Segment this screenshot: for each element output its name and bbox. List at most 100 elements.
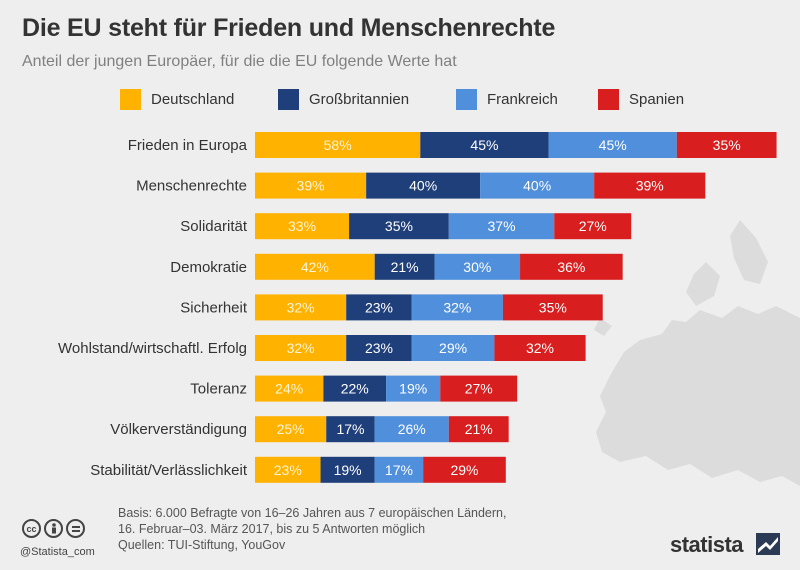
value-label-sicherheit-grossbritannien: 23% [365,299,393,315]
bar-toleranz-spanien [440,375,518,402]
category-label-toleranz: Toleranz [190,381,247,398]
bar-menschenrechte-frankreich [480,172,595,199]
bar-frieden-in-europa-grossbritannien [420,132,549,158]
value-label-frieden-in-europa-deutschland: 58% [324,137,352,153]
cc-icon: cc [22,519,41,538]
value-label-voelkerverstaendigung-spanien: 21% [465,421,493,437]
legend-label-deutschland: Deutschland [151,91,235,108]
bar-solidaritaet-spanien [554,213,632,240]
legend-label-spanien: Spanien [629,91,685,108]
bar-wohlstand-wirtschaftl-erfolg-frankreich [411,335,495,361]
value-label-menschenrechte-frankreich: 40% [523,178,551,194]
bar-demokratie-deutschland [255,253,375,280]
value-label-sicherheit-frankreich: 32% [443,299,471,315]
statista-logo-mark [756,533,780,555]
bar-demokratie-spanien [520,253,623,280]
category-label-sicherheit: Sicherheit [180,299,248,316]
bar-menschenrechte-spanien [594,172,706,199]
value-label-toleranz-frankreich: 19% [399,381,427,397]
bar-sicherheit-spanien [502,294,603,321]
bar-frieden-in-europa-frankreich [548,132,677,158]
bar-voelkerverstaendigung-spanien [448,416,509,443]
value-label-frieden-in-europa-frankreich: 45% [599,137,627,153]
bar-stabilitaet-verlaesslichkeit-deutschland [255,456,321,483]
value-label-toleranz-deutschland: 24% [275,381,303,397]
value-label-stabilitaet-verlaesslichkeit-spanien: 29% [450,462,478,478]
bar-wohlstand-wirtschaftl-erfolg-spanien [494,335,586,361]
value-label-sicherheit-deutschland: 32% [287,299,315,315]
bar-demokratie-frankreich [434,253,521,280]
value-label-voelkerverstaendigung-grossbritannien: 17% [336,421,364,437]
category-label-stabilitaet-verlaesslichkeit: Stabilität/Verlässlichkeit [90,462,248,479]
value-label-solidaritaet-spanien: 27% [579,218,607,234]
bar-frieden-in-europa-spanien [676,132,777,158]
legend-label-frankreich: Frankreich [487,91,558,108]
chart-subtitle: Anteil der jungen Europäer, für die die … [22,53,457,70]
no-derivatives-icon [66,519,85,538]
value-label-sicherheit-spanien: 35% [539,299,567,315]
legend-item-grossbritannien: Großbritannien [278,89,409,110]
bar-toleranz-frankreich [386,375,441,402]
value-label-demokratie-grossbritannien: 21% [391,259,419,275]
category-label-solidaritaet: Solidarität [180,218,248,235]
statista-logo: statista [670,532,744,557]
bar-menschenrechte-grossbritannien [366,172,481,199]
bar-sicherheit-grossbritannien [346,294,412,321]
bar-sicherheit-frankreich [411,294,503,321]
value-label-wohlstand-wirtschaftl-erfolg-frankreich: 29% [439,340,467,356]
legend-item-deutschland: Deutschland [120,89,234,110]
value-label-stabilitaet-verlaesslichkeit-deutschland: 23% [274,462,302,478]
bar-toleranz-deutschland [255,375,324,402]
chart-title: Die EU steht für Frieden und Menschenrec… [22,14,556,42]
bar-menschenrechte-deutschland [255,172,367,199]
value-label-menschenrechte-grossbritannien: 40% [409,178,437,194]
legend-item-frankreich: Frankreich [456,89,558,110]
value-label-demokratie-deutschland: 42% [301,259,329,275]
statista-handle: @Statista_com [20,546,95,558]
category-label-menschenrechte: Menschenrechte [136,178,247,195]
value-label-menschenrechte-spanien: 39% [636,178,664,194]
legend-swatch-deutschland [120,89,141,110]
category-label-voelkerverstaendigung: Völkerverständigung [110,421,247,438]
value-label-wohlstand-wirtschaftl-erfolg-deutschland: 32% [287,340,315,356]
value-label-toleranz-spanien: 27% [465,381,493,397]
bar-stabilitaet-verlaesslichkeit-grossbritannien [320,456,375,483]
value-label-demokratie-spanien: 36% [557,259,585,275]
value-label-demokratie-frankreich: 30% [463,259,491,275]
value-label-voelkerverstaendigung-frankreich: 26% [398,421,426,437]
bar-voelkerverstaendigung-grossbritannien [326,416,375,443]
bar-voelkerverstaendigung-frankreich [374,416,449,443]
sources-line: Quellen: TUI-Stiftung, YouGov [118,538,286,552]
bar-toleranz-grossbritannien [323,375,387,402]
legend-label-grossbritannien: Großbritannien [309,91,410,108]
bar-voelkerverstaendigung-deutschland [255,416,327,443]
bar-solidaritaet-frankreich [448,213,555,240]
attribution-icon [44,519,63,538]
value-label-stabilitaet-verlaesslichkeit-frankreich: 17% [385,462,413,478]
value-label-wohlstand-wirtschaftl-erfolg-grossbritannien: 23% [365,340,393,356]
bar-stabilitaet-verlaesslichkeit-frankreich [374,456,424,483]
legend-swatch-frankreich [456,89,477,110]
value-label-menschenrechte-deutschland: 39% [297,178,325,194]
value-label-solidaritaet-deutschland: 33% [288,218,316,234]
value-label-toleranz-grossbritannien: 22% [341,381,369,397]
license-icons: cc [22,519,85,538]
category-label-wohlstand-wirtschaftl-erfolg: Wohlstand/wirtschaftl. Erfolg [58,340,247,357]
category-label-demokratie: Demokratie [170,259,247,276]
bar-demokratie-grossbritannien [374,253,435,280]
basis-line-1: Basis: 6.000 Befragte von 16–26 Jahren a… [118,506,507,520]
bar-frieden-in-europa-deutschland [255,132,421,158]
legend-item-spanien: Spanien [598,89,684,110]
bar-sicherheit-deutschland [255,294,347,321]
category-label-frieden-in-europa: Frieden in Europa [128,137,248,154]
value-label-solidaritaet-frankreich: 37% [488,218,516,234]
value-label-wohlstand-wirtschaftl-erfolg-spanien: 32% [526,340,554,356]
bar-solidaritaet-grossbritannien [349,213,449,240]
bar-wohlstand-wirtschaftl-erfolg-grossbritannien [346,335,412,361]
legend-swatch-grossbritannien [278,89,299,110]
value-label-frieden-in-europa-spanien: 35% [713,137,741,153]
bar-wohlstand-wirtschaftl-erfolg-deutschland [255,335,347,361]
value-label-frieden-in-europa-grossbritannien: 45% [470,137,498,153]
